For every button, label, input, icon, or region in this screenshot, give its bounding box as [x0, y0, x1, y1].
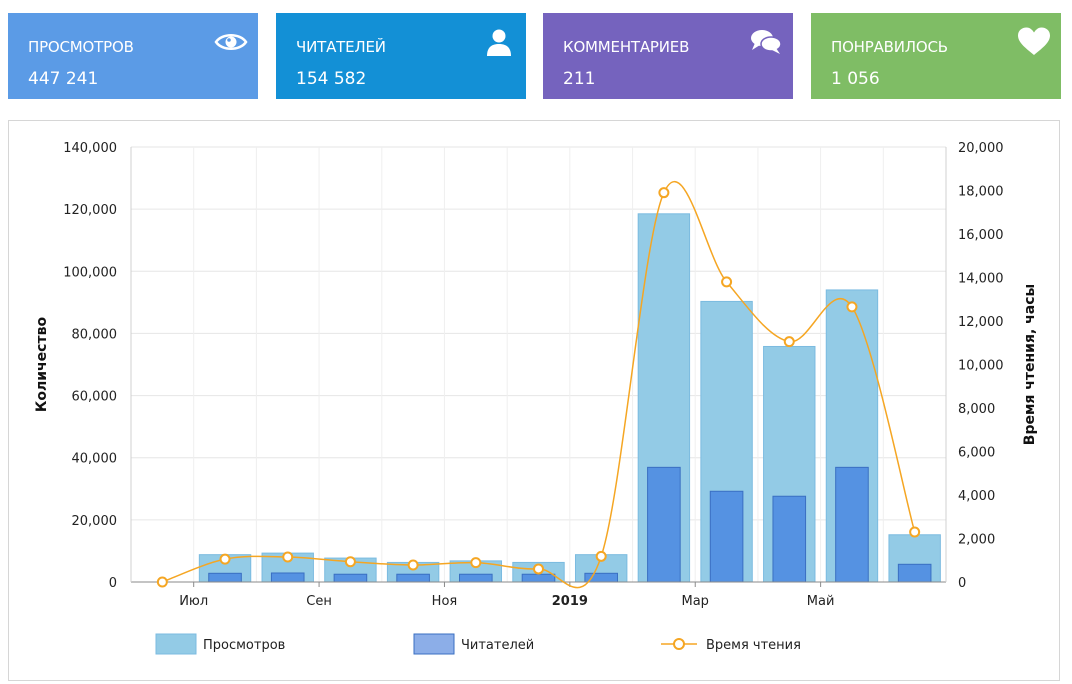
combo-chart: 0 20,000 40,000 60,000 80,000 100,000 120,000 1…	[34, 141, 1038, 655]
stat-card-3: КОММЕНТАРИЕВ 211	[543, 13, 793, 99]
legend-item: Просмотров	[155, 633, 285, 655]
stat-label: ЧИТАТЕЛЕЙ	[296, 38, 386, 56]
line-point	[344, 556, 356, 568]
stat-card-4: ПОНРАВИЛОСЬ 1 056	[811, 13, 1061, 99]
line-point	[783, 336, 795, 348]
y2-tick-label: 12,000	[958, 315, 1004, 330]
bar-readers	[772, 495, 807, 583]
y2-tick-label: 6,000	[958, 446, 995, 461]
heart-icon	[1017, 27, 1051, 57]
legend-label: Читателей	[461, 638, 534, 653]
stat-card-2: ЧИТАТЕЛЕЙ 154 582	[276, 13, 526, 99]
stat-value: 211	[563, 69, 596, 89]
bar-readers	[709, 490, 744, 583]
x-tick-label: Сен	[306, 594, 332, 609]
line-point	[909, 526, 921, 538]
line-point	[721, 276, 733, 288]
y2-tick-label: 10,000	[958, 359, 1004, 374]
y2-tick-label: 4,000	[958, 489, 995, 504]
line-reading-time	[162, 181, 916, 589]
legend-label: Просмотров	[203, 638, 285, 653]
stat-label: ПРОСМОТРОВ	[28, 38, 134, 56]
line-point	[846, 301, 858, 313]
bar-readers	[521, 573, 556, 583]
bar-readers	[333, 573, 368, 583]
y-tick-label: 0	[109, 576, 117, 591]
stat-label: ПОНРАВИЛОСЬ	[831, 38, 948, 56]
legend-label: Время чтения	[706, 638, 801, 653]
x-tick-label: Мар	[682, 594, 709, 609]
legend-swatch	[413, 633, 455, 655]
y-tick-label: 80,000	[72, 327, 118, 342]
line-point	[658, 187, 670, 199]
y-tick-label: 140,000	[63, 141, 117, 156]
y2-tick-label: 0	[958, 576, 966, 591]
y2-tick-label: 8,000	[958, 402, 995, 417]
plot-area	[131, 147, 946, 582]
bar-readers	[835, 466, 869, 583]
bar-readers	[208, 572, 242, 583]
stat-label: КОММЕНТАРИЕВ	[563, 38, 690, 56]
x-tick-label: Ноя	[432, 594, 458, 609]
legend-item: Читателей	[413, 633, 534, 655]
user-icon	[482, 27, 516, 57]
line-point	[470, 557, 482, 569]
y-tick-label: 60,000	[72, 390, 118, 405]
legend-swatch	[155, 633, 197, 655]
bar-readers	[270, 572, 305, 583]
y-axis-title: Количество	[34, 317, 50, 413]
x-tick-label: Июл	[179, 594, 208, 609]
y2-tick-label: 18,000	[958, 185, 1004, 200]
y-tick-label: 20,000	[72, 514, 118, 529]
y2-tick-label: 14,000	[958, 272, 1004, 287]
line-point	[533, 563, 544, 575]
stat-value: 154 582	[296, 69, 367, 89]
line-point	[219, 553, 231, 565]
eye-icon	[214, 27, 248, 57]
comments-icon	[749, 27, 783, 57]
bar-readers	[396, 573, 430, 583]
y2-axis-title: Время чтения, часы	[1022, 284, 1038, 445]
legend-swatch-marker	[673, 638, 685, 650]
y-tick-label: 40,000	[72, 452, 118, 467]
y-tick-label: 100,000	[63, 265, 117, 280]
y-tick-label: 120,000	[63, 203, 117, 218]
x-tick-label: 2019	[552, 594, 588, 609]
line-point	[282, 551, 294, 563]
stat-card-1: ПРОСМОТРОВ 447 241	[8, 13, 258, 99]
stat-value: 447 241	[28, 69, 99, 89]
line-point	[156, 576, 168, 588]
line-point	[407, 559, 419, 571]
x-tick-label: Май	[807, 594, 835, 609]
chart-panel: 0 20,000 40,000 60,000 80,000 100,000 120,000 1…	[8, 120, 1060, 681]
legend-item: Время чтения	[661, 638, 801, 653]
bar-readers	[459, 573, 493, 583]
y2-tick-label: 20,000	[958, 141, 1004, 156]
line-point	[595, 550, 607, 562]
bar-readers	[647, 466, 681, 583]
y2-tick-label: 2,000	[958, 533, 995, 548]
stat-value: 1 056	[831, 69, 880, 89]
bar-readers	[897, 563, 932, 583]
y2-tick-label: 16,000	[958, 228, 1004, 243]
